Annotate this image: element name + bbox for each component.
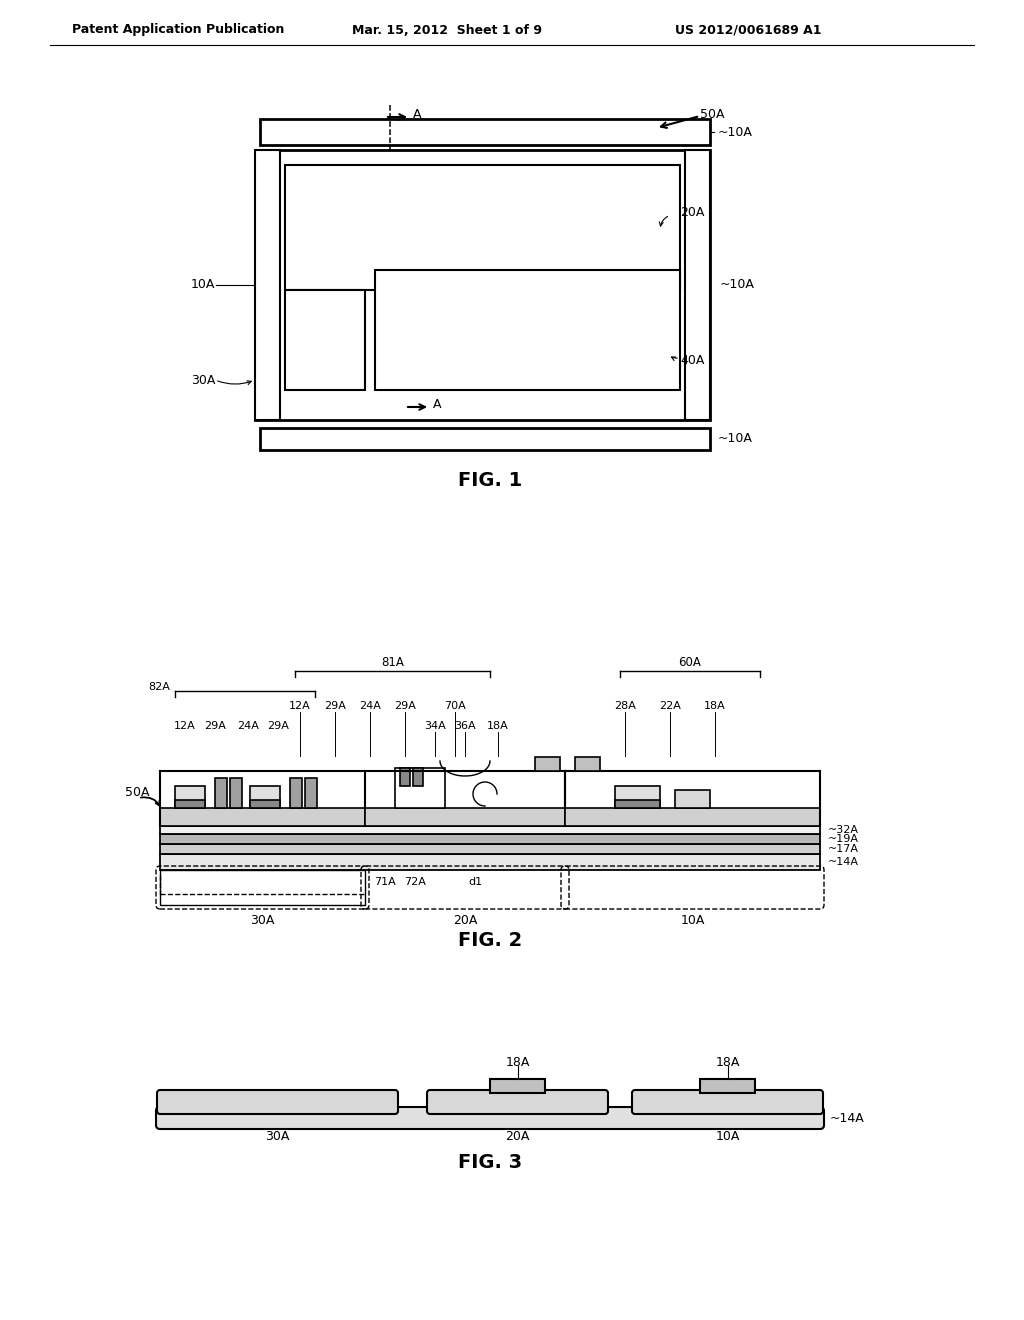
Bar — [615, 785, 660, 808]
FancyBboxPatch shape — [427, 1090, 608, 1114]
Text: 12A: 12A — [174, 721, 196, 731]
Text: 29A: 29A — [267, 721, 289, 731]
Bar — [290, 777, 302, 808]
Bar — [230, 777, 242, 808]
Bar — [285, 290, 365, 389]
Bar — [413, 768, 423, 785]
FancyBboxPatch shape — [156, 1107, 824, 1129]
FancyBboxPatch shape — [157, 1090, 398, 1114]
Bar — [175, 785, 205, 808]
Text: ~19A: ~19A — [828, 834, 859, 843]
FancyArrowPatch shape — [140, 797, 160, 805]
Text: FIG. 3: FIG. 3 — [458, 1154, 522, 1172]
Text: Patent Application Publication: Patent Application Publication — [72, 24, 285, 37]
Text: 71A: 71A — [374, 876, 396, 887]
Text: ~14A: ~14A — [830, 1111, 864, 1125]
Text: 60A: 60A — [679, 656, 701, 669]
Bar — [375, 271, 680, 389]
Text: 29A: 29A — [204, 721, 226, 731]
Text: ~10A: ~10A — [718, 433, 753, 446]
Text: 70A: 70A — [444, 701, 466, 711]
Text: US 2012/0061689 A1: US 2012/0061689 A1 — [675, 24, 821, 37]
FancyBboxPatch shape — [632, 1090, 823, 1114]
Text: A: A — [413, 108, 422, 121]
Text: 18A: 18A — [487, 721, 509, 731]
Text: ~14A: ~14A — [828, 857, 859, 867]
Text: FIG. 1: FIG. 1 — [458, 470, 522, 490]
Text: 10A: 10A — [190, 279, 215, 292]
Text: ~17A: ~17A — [828, 843, 859, 854]
Text: 30A: 30A — [250, 913, 274, 927]
Text: 30A: 30A — [265, 1130, 290, 1143]
Bar — [160, 854, 820, 870]
Text: ~32A: ~32A — [828, 825, 859, 836]
Text: 28A: 28A — [614, 701, 636, 711]
Bar — [160, 843, 820, 854]
Text: 12A: 12A — [289, 701, 311, 711]
Bar — [675, 789, 710, 808]
Bar — [535, 756, 560, 771]
Bar — [250, 800, 280, 808]
Text: FIG. 2: FIG. 2 — [458, 931, 522, 949]
Bar — [395, 768, 445, 808]
Bar — [215, 777, 227, 808]
Bar — [260, 428, 710, 450]
Text: 20A: 20A — [505, 1130, 529, 1143]
Bar — [400, 768, 410, 785]
Bar — [160, 826, 820, 834]
Text: 72A: 72A — [404, 876, 426, 887]
Text: 34A: 34A — [424, 721, 445, 731]
Bar — [160, 808, 365, 826]
Text: 29A: 29A — [394, 701, 416, 711]
Text: 22A: 22A — [659, 701, 681, 711]
Text: 50A: 50A — [700, 108, 725, 121]
Text: A: A — [433, 399, 441, 412]
Text: 40A: 40A — [680, 354, 705, 367]
Bar — [175, 800, 205, 808]
Bar — [160, 870, 365, 906]
Text: 24A: 24A — [238, 721, 259, 731]
Bar — [255, 150, 280, 420]
Text: d1: d1 — [468, 876, 482, 887]
Bar — [160, 834, 820, 843]
Bar — [565, 808, 820, 826]
Text: 50A: 50A — [125, 785, 150, 799]
Text: 36A: 36A — [455, 721, 476, 731]
Text: 30A: 30A — [190, 374, 215, 387]
Bar — [575, 756, 600, 771]
Text: 18A: 18A — [705, 701, 726, 711]
Bar — [260, 119, 710, 145]
Bar — [700, 1078, 755, 1093]
Text: 10A: 10A — [680, 913, 705, 927]
Bar — [685, 150, 710, 420]
Text: 81A: 81A — [381, 656, 403, 669]
Text: 82A: 82A — [148, 682, 170, 692]
Bar — [305, 777, 317, 808]
Text: 29A: 29A — [324, 701, 346, 711]
Text: 20A: 20A — [680, 206, 705, 219]
Bar — [250, 785, 280, 808]
Bar — [285, 165, 680, 290]
Bar — [365, 808, 565, 826]
Text: 18A: 18A — [716, 1056, 739, 1069]
Text: 24A: 24A — [359, 701, 381, 711]
Text: 10A: 10A — [716, 1130, 739, 1143]
Text: 18A: 18A — [505, 1056, 529, 1069]
Text: ~10A: ~10A — [720, 279, 755, 292]
Bar — [490, 1078, 545, 1093]
Text: ~10A: ~10A — [718, 125, 753, 139]
Bar — [255, 150, 710, 420]
Text: Mar. 15, 2012  Sheet 1 of 9: Mar. 15, 2012 Sheet 1 of 9 — [352, 24, 542, 37]
Bar — [615, 800, 660, 808]
Text: 20A: 20A — [453, 913, 477, 927]
